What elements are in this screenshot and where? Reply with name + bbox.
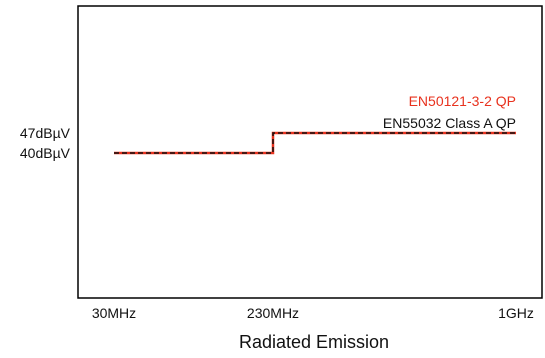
y-tick-label: 40dBµV [20, 145, 71, 161]
x-axis-label: Radiated Emission [239, 332, 389, 352]
legend-label-1: EN55032 Class A QP [383, 115, 516, 131]
x-tick-label: 30MHz [92, 305, 136, 321]
x-tick-label: 230MHz [247, 305, 299, 321]
x-tick-label: 1GHz [498, 305, 534, 321]
series-layer [114, 131, 516, 155]
label-layer: 30MHz 230MHz 1GHz 47dBµV 40dBµV EN50121-3-2 Q… [20, 93, 534, 321]
legend-label-0: EN50121-3-2 QP [409, 93, 516, 109]
y-tick-label: 47dBµV [20, 125, 71, 141]
series-line-0 [114, 131, 516, 155]
series-line-1 [114, 132, 516, 154]
plot-frame [77, 5, 543, 299]
